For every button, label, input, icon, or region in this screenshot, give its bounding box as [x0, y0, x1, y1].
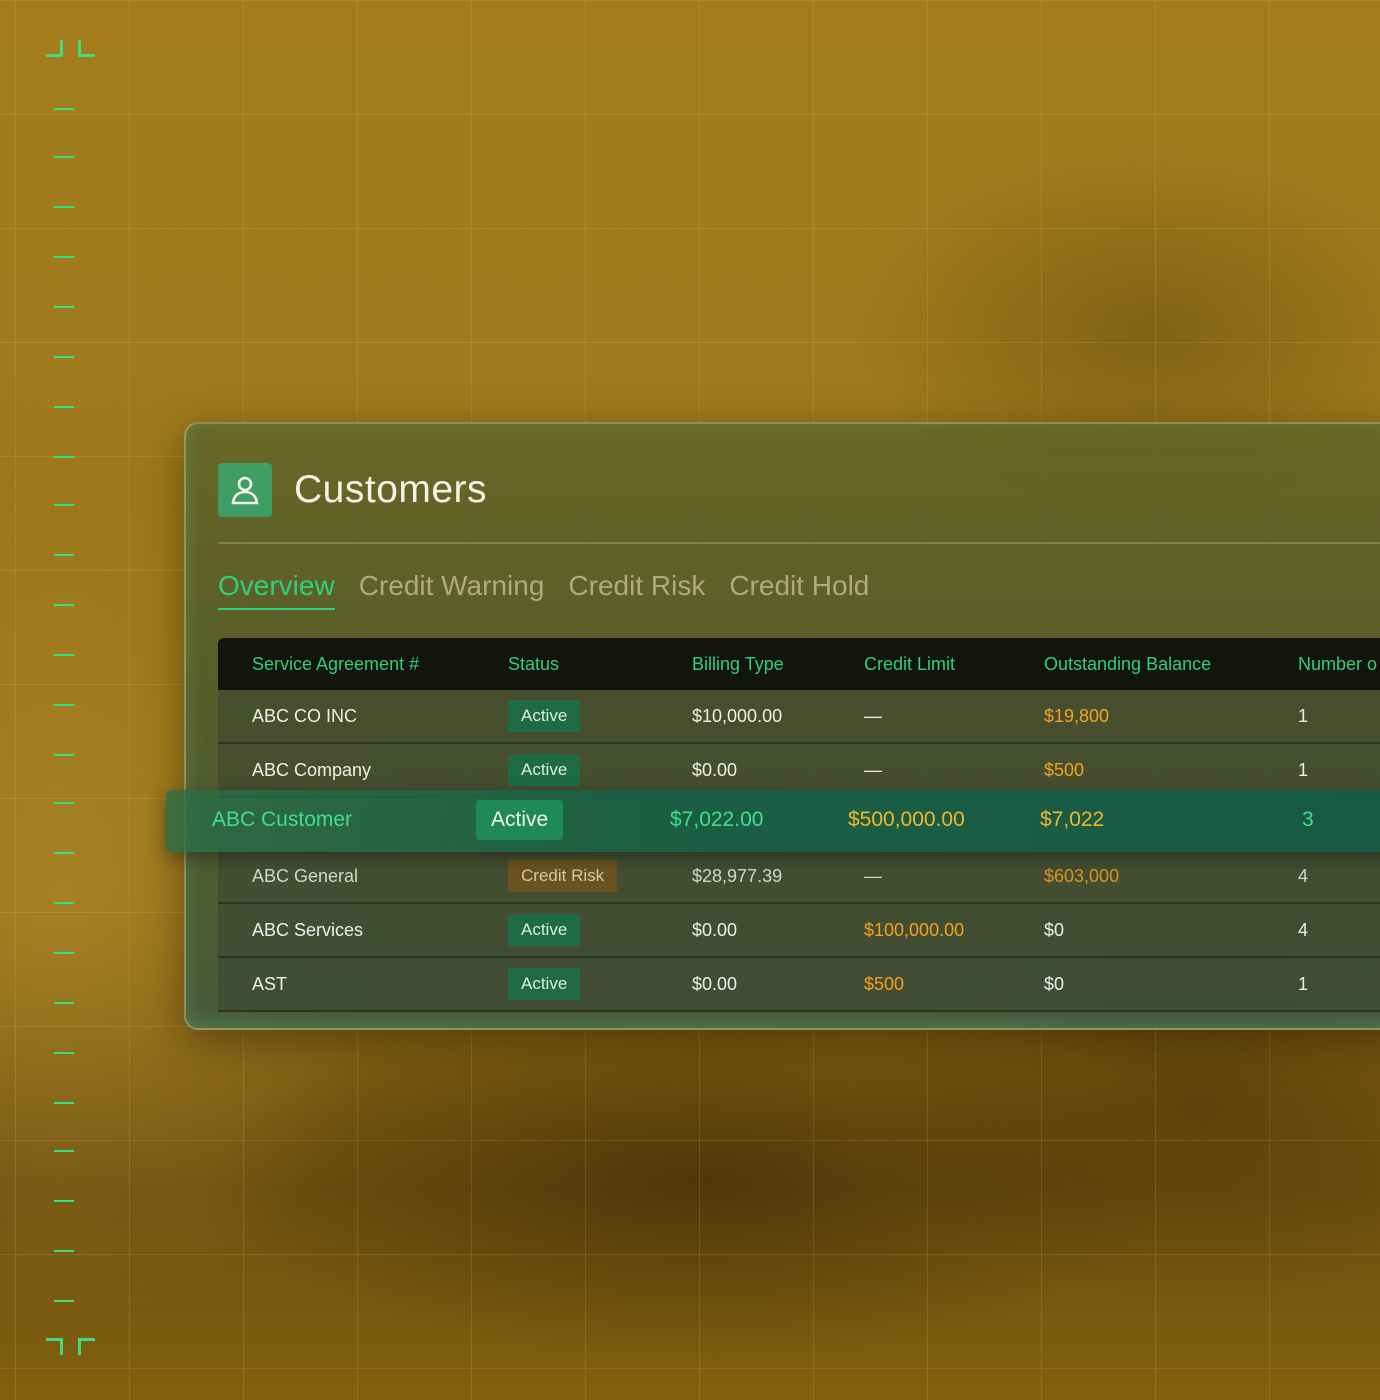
- outstanding-balance: $7,022: [1040, 808, 1105, 831]
- billing-type: $0.00: [692, 973, 738, 994]
- ruler-tick: [54, 1150, 74, 1152]
- table-row[interactable]: ABC Services Active $0.00 $100,000.00 $0…: [218, 904, 1380, 958]
- table-row[interactable]: AST Active $0.00 $500 $0 1: [218, 958, 1380, 1012]
- ruler-tick: [54, 704, 74, 706]
- ruler-tick: [54, 156, 74, 158]
- customer-name: ABC General: [252, 865, 359, 886]
- ruler-tick: [54, 1250, 74, 1252]
- status-badge: Active: [476, 800, 564, 840]
- ruler-tick: [54, 206, 74, 208]
- column-header-number[interactable]: Number o: [1298, 653, 1378, 674]
- billing-type: $28,977.39: [692, 865, 783, 886]
- customer-name: ABC Company: [252, 759, 372, 780]
- ruler-tick: [54, 654, 74, 656]
- customers-panel: Customers Overview Credit Warning Credit…: [184, 422, 1380, 1030]
- table-header: Service Agreement # Status Billing Type …: [218, 638, 1380, 690]
- ruler-tick: [54, 1200, 74, 1202]
- ruler-tick: [54, 1300, 74, 1302]
- ruler-tick: [54, 256, 74, 258]
- corner-mark-top-left: [46, 40, 63, 57]
- row-number: 1: [1298, 759, 1309, 780]
- status-badge: Credit Risk: [508, 860, 618, 892]
- billing-type: $0.00: [692, 759, 738, 780]
- ruler-tick: [54, 604, 74, 606]
- customers-table: Service Agreement # Status Billing Type …: [218, 638, 1380, 1012]
- column-header-billing-type[interactable]: Billing Type: [692, 653, 784, 674]
- table-row[interactable]: ABC General Credit Risk $28,977.39 — $60…: [218, 850, 1380, 904]
- outstanding-balance: $0: [1044, 973, 1065, 994]
- ruler-tick: [54, 406, 74, 408]
- credit-limit: $500,000.00: [848, 808, 965, 831]
- column-header-status[interactable]: Status: [508, 653, 560, 674]
- credit-limit: $100,000.00: [864, 919, 965, 940]
- ruler-tick: [54, 754, 74, 756]
- customer-name: ABC Services: [252, 919, 364, 940]
- outstanding-balance: $0: [1044, 919, 1065, 940]
- tab-credit-warning[interactable]: Credit Warning: [358, 570, 545, 601]
- credit-limit: —: [864, 759, 882, 780]
- ruler-tick: [54, 902, 74, 904]
- panel-header: Customers: [218, 462, 487, 518]
- credit-limit: —: [864, 865, 882, 886]
- billing-type: $0.00: [692, 919, 738, 940]
- tab-bar: Overview Credit Warning Credit Risk Cred…: [218, 570, 869, 610]
- customer-name: ABC CO INC: [252, 705, 358, 726]
- status-badge: Active: [508, 968, 581, 1000]
- column-header-service-agreement[interactable]: Service Agreement #: [252, 653, 420, 674]
- ruler-tick: [54, 852, 74, 854]
- ruler-tick: [54, 1102, 74, 1104]
- row-number: 1: [1298, 705, 1309, 726]
- credit-limit: —: [864, 705, 882, 726]
- user-icon: [218, 463, 272, 517]
- status-badge: Active: [508, 914, 581, 946]
- outstanding-balance: $603,000: [1044, 865, 1120, 886]
- ruler-tick: [54, 952, 74, 954]
- row-number: 3: [1302, 808, 1314, 831]
- ruler-tick: [54, 306, 74, 308]
- column-header-credit-limit[interactable]: Credit Limit: [864, 653, 956, 674]
- ruler-tick: [54, 554, 74, 556]
- header-divider: [218, 542, 1380, 544]
- column-header-outstanding-balance[interactable]: Outstanding Balance: [1044, 653, 1212, 674]
- status-badge: Active: [508, 700, 581, 732]
- tab-credit-hold[interactable]: Credit Hold: [729, 570, 870, 601]
- page-title: Customers: [294, 468, 488, 511]
- customer-name: AST: [252, 973, 288, 994]
- billing-type: $10,000.00: [692, 705, 783, 726]
- tab-overview[interactable]: Overview: [218, 570, 335, 610]
- customer-name: ABC Customer: [212, 808, 353, 831]
- corner-mark-bottom-right: [78, 1338, 95, 1355]
- billing-type: $7,022.00: [670, 808, 764, 831]
- corner-mark-top-right: [78, 40, 95, 57]
- ruler-tick: [54, 1052, 74, 1054]
- corner-mark-bottom-left: [46, 1338, 63, 1355]
- highlighted-table-row[interactable]: ABC Customer Active $7,022.00 $500,000.0…: [166, 790, 1380, 852]
- ruler-tick: [54, 456, 74, 458]
- ruler-tick: [54, 108, 74, 110]
- row-number: 4: [1298, 919, 1309, 940]
- table-row[interactable]: ABC Company Active $0.00 — $500 1: [218, 744, 1380, 798]
- ruler-tick: [54, 1002, 74, 1004]
- tab-credit-risk[interactable]: Credit Risk: [568, 570, 706, 601]
- ruler-tick: [54, 802, 74, 804]
- row-number: 1: [1298, 973, 1309, 994]
- status-badge: Active: [508, 754, 581, 786]
- table-row[interactable]: ABC CO INC Active $10,000.00 — $19,800 1: [218, 690, 1380, 744]
- row-number: 4: [1298, 865, 1309, 886]
- outstanding-balance: $19,800: [1044, 705, 1110, 726]
- vertical-ruler: [44, 36, 104, 1366]
- ruler-tick: [54, 504, 74, 506]
- ruler-tick: [54, 356, 74, 358]
- outstanding-balance: $500: [1044, 759, 1085, 780]
- credit-limit: $500: [864, 973, 905, 994]
